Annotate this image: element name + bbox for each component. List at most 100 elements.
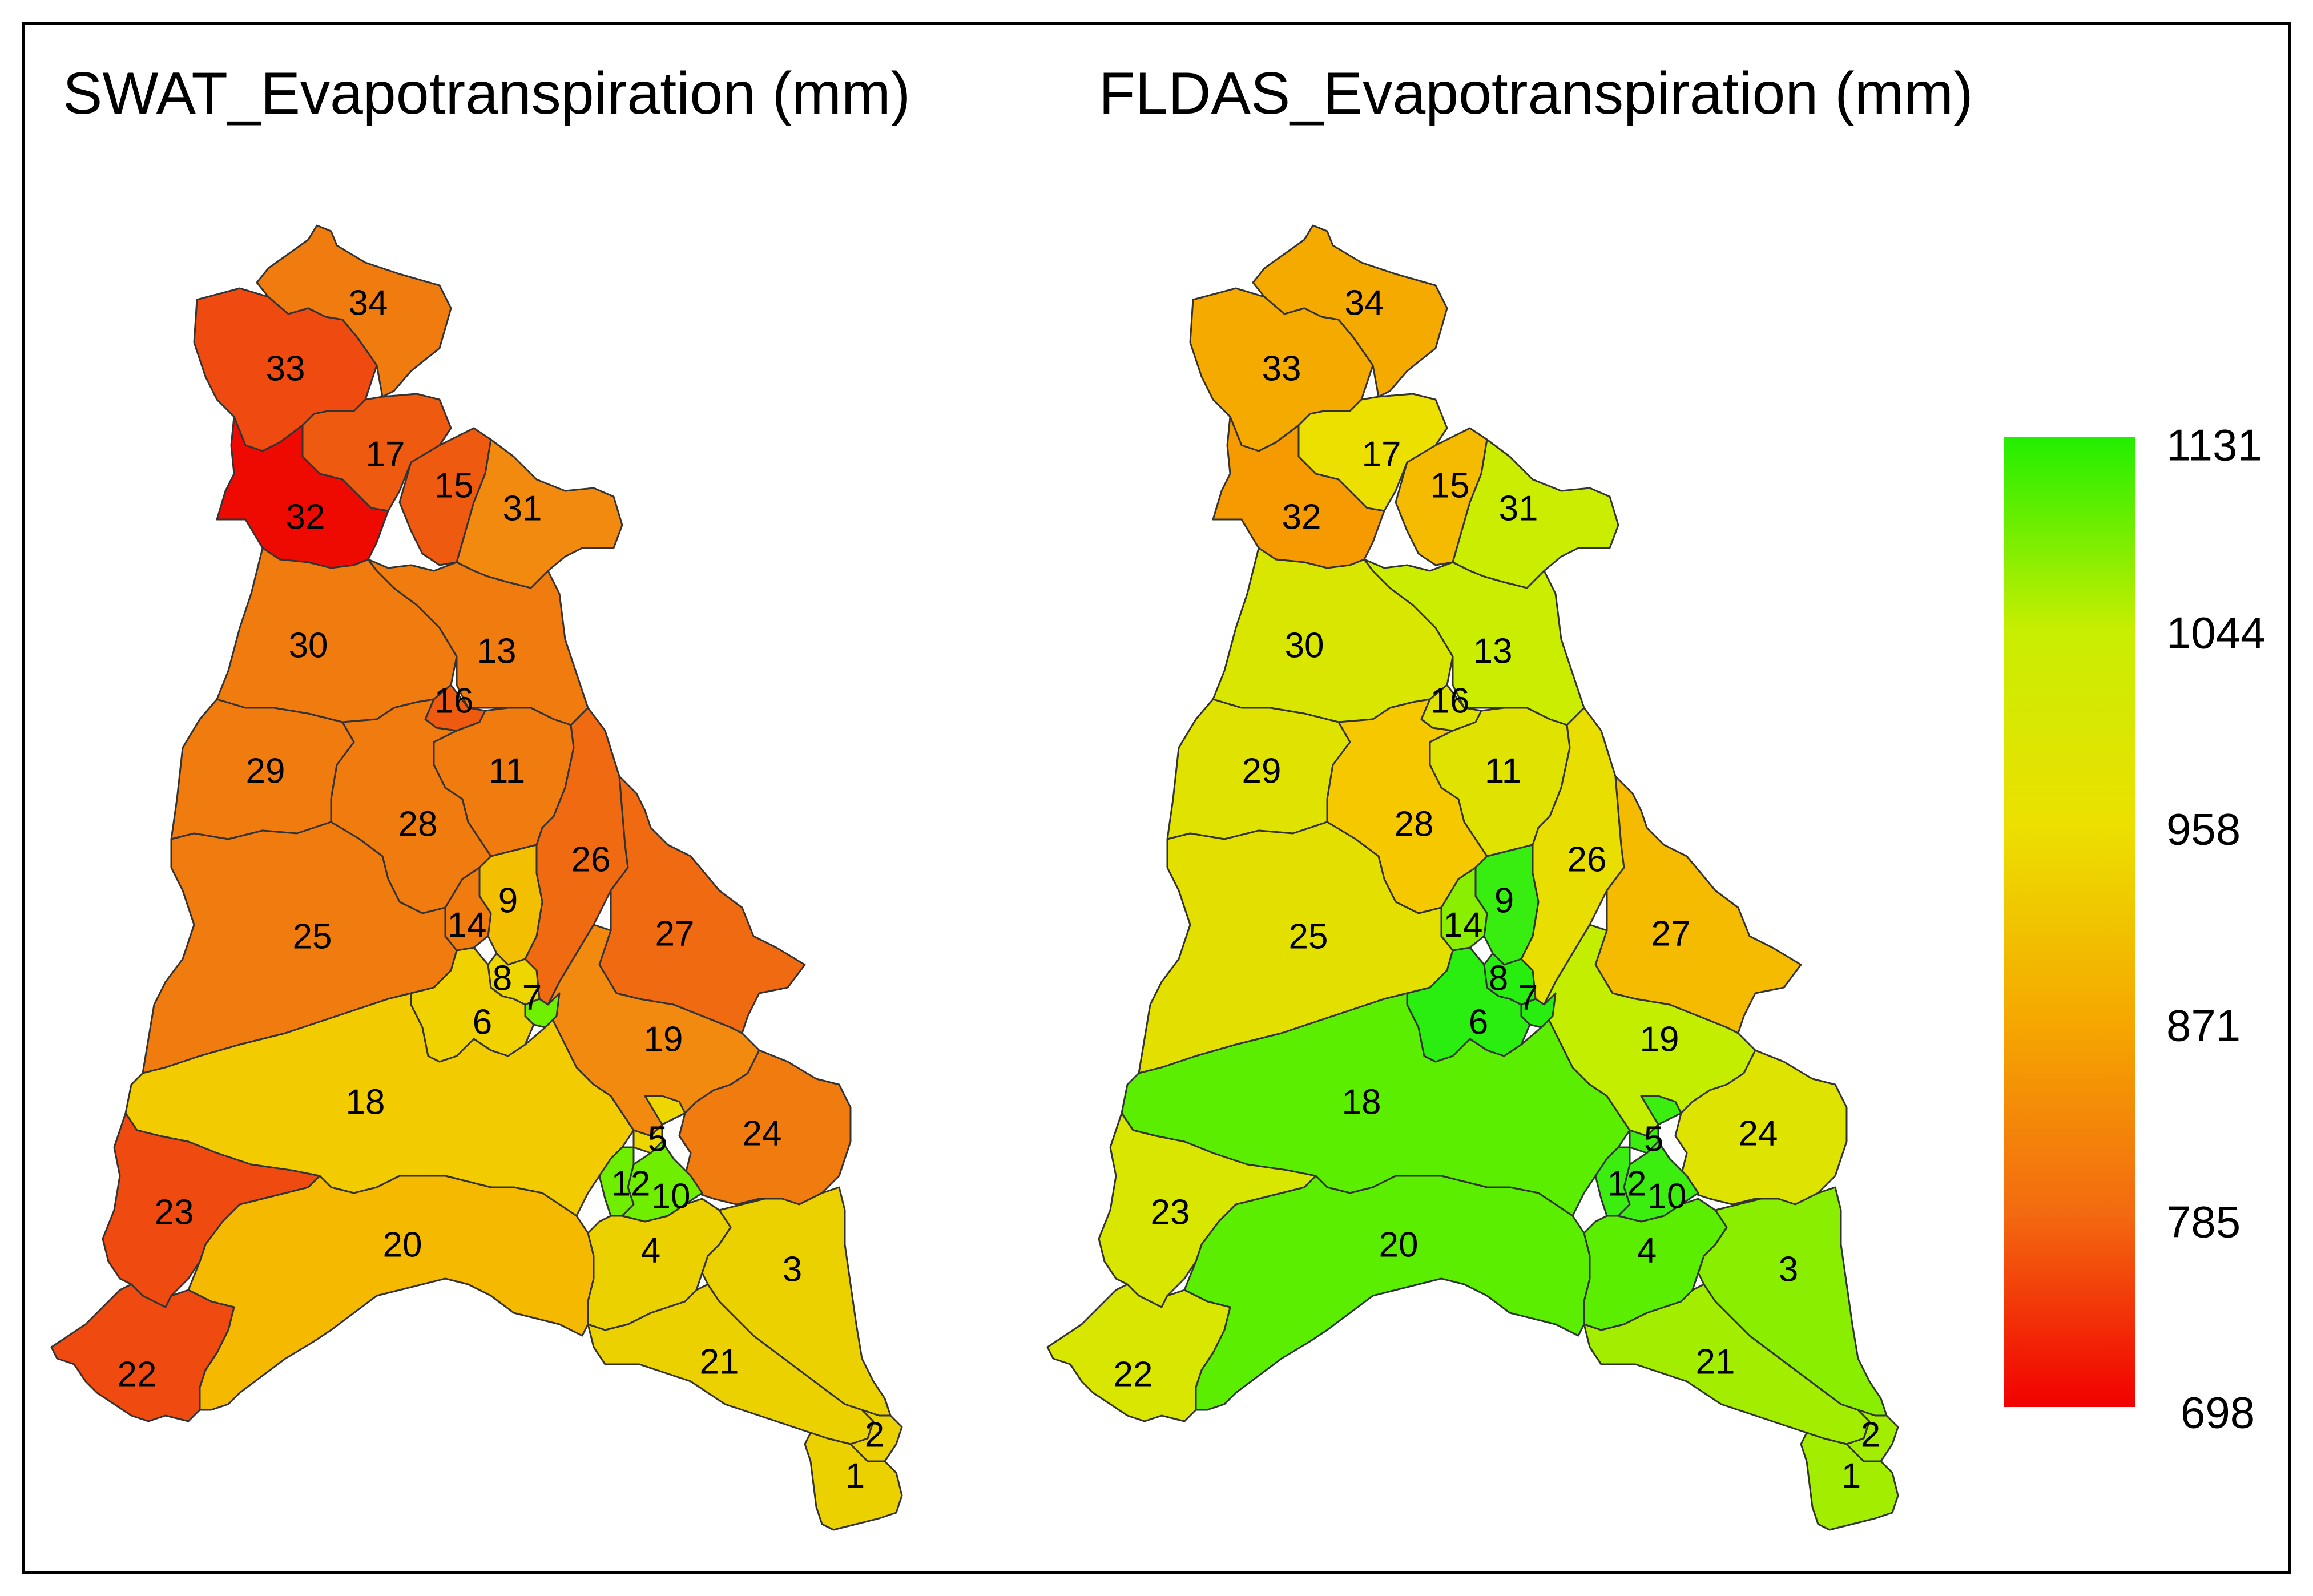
fldas-subbasin-label-30: 30: [1285, 626, 1324, 665]
fldas-subbasin-label-14: 14: [1444, 905, 1483, 945]
fldas-subbasin-2: [1845, 1409, 1899, 1462]
swat-subbasin-label-11: 11: [489, 751, 525, 791]
fldas-subbasin-22: [1046, 1283, 1231, 1422]
fldas-subbasin-label-32: 32: [1282, 497, 1321, 537]
fldas-subbasin-label-20: 20: [1379, 1225, 1419, 1264]
fldas-subbasin-6: [1406, 946, 1531, 1063]
fldas-subbasin-label-23: 23: [1151, 1192, 1190, 1232]
swat-subbasin-label-25: 25: [293, 917, 332, 956]
fldas-subbasin-label-12: 12: [1607, 1164, 1647, 1203]
fldas-subbasin-label-26: 26: [1567, 840, 1607, 879]
fldas-subbasin-label-24: 24: [1739, 1114, 1778, 1153]
fldas-subbasin-label-17: 17: [1362, 434, 1401, 474]
swat-subbasin-2: [849, 1409, 903, 1462]
swat-subbasin-label-13: 13: [477, 631, 517, 671]
fldas-subbasin-label-19: 19: [1640, 1019, 1679, 1059]
fldas-subbasin-label-18: 18: [1342, 1082, 1381, 1122]
fldas-subbasin-label-13: 13: [1473, 631, 1513, 671]
swat-subbasin-label-19: 19: [644, 1019, 683, 1059]
fldas-subbasin-label-5: 5: [1644, 1119, 1663, 1159]
colorbar-tick-label: 698: [2181, 1387, 2255, 1438]
swat-subbasin-6: [410, 946, 535, 1063]
fldas-subbasin-label-25: 25: [1289, 917, 1328, 956]
fldas-subbasin-label-22: 22: [1114, 1355, 1153, 1394]
swat-subbasin-label-7: 7: [522, 978, 542, 1017]
fldas-subbasin-label-10: 10: [1647, 1176, 1687, 1216]
fldas-subbasin-label-3: 3: [1779, 1250, 1798, 1289]
swat-subbasin-label-5: 5: [648, 1119, 667, 1159]
swat-subbasin-label-17: 17: [366, 434, 405, 474]
fldas-subbasin-31: [1452, 438, 1619, 589]
colorbar-tick-label: 785: [2166, 1196, 2241, 1247]
swat-subbasin-16: [424, 684, 486, 732]
swat-subbasin-label-29: 29: [246, 751, 285, 791]
swat-subbasin-label-14: 14: [448, 905, 487, 945]
swat-subbasin-label-20: 20: [383, 1225, 422, 1264]
fldas-subbasin-label-4: 4: [1637, 1231, 1657, 1270]
swat-subbasin-31: [456, 438, 623, 589]
fldas-subbasin-label-6: 6: [1469, 1002, 1488, 1042]
swat-subbasin-20: [187, 1175, 595, 1411]
fldas-subbasin-label-27: 27: [1651, 914, 1691, 953]
swat-subbasin-label-8: 8: [493, 958, 512, 998]
swat-subbasin-label-16: 16: [434, 681, 474, 720]
swat-subbasin-label-31: 31: [503, 489, 542, 528]
fldas-subbasin-label-16: 16: [1430, 681, 1470, 720]
fldas-subbasin-27: [1594, 775, 1802, 1034]
colorbar: [2004, 437, 2135, 1407]
fldas-subbasin-20: [1183, 1175, 1591, 1411]
fldas-subbasin-label-29: 29: [1242, 751, 1282, 791]
fldas-subbasin-label-15: 15: [1430, 466, 1470, 505]
fldas-subbasin-label-34: 34: [1345, 283, 1384, 323]
fldas-subbasin-label-9: 9: [1494, 881, 1514, 920]
swat-subbasin-label-2: 2: [865, 1415, 884, 1454]
swat-subbasin-7: [524, 992, 561, 1029]
fldas-subbasin-label-1: 1: [1841, 1456, 1861, 1496]
swat-subbasin-label-1: 1: [845, 1456, 865, 1496]
colorbar-tick-label: 1131: [2166, 420, 2262, 470]
fldas-subbasin-23: [1098, 1112, 1317, 1308]
swat-map: 34 33 17 1 5 32 31 30 13 29 11 28 26 27 25 18 20 23 22 19 2 4…: [50, 224, 903, 1531]
swat-subbasin-label-12: 12: [611, 1164, 651, 1203]
swat-subbasin-label-33: 33: [266, 349, 305, 388]
fldas-subbasin-label-2: 2: [1861, 1415, 1880, 1454]
fldas-subbasin-label-8: 8: [1489, 958, 1508, 998]
fldas-subbasin-label-31: 31: [1499, 489, 1538, 528]
fldas-subbasin-label-33: 33: [1262, 349, 1301, 388]
swat-subbasin-label-27: 27: [655, 914, 695, 953]
swat-subbasin-label-26: 26: [571, 840, 611, 879]
colorbar-tick-label: 871: [2166, 1000, 2241, 1051]
swat-subbasin-32: [216, 416, 389, 569]
swat-subbasin-label-4: 4: [641, 1231, 660, 1270]
swat-subbasin-label-18: 18: [346, 1082, 385, 1122]
swat-subbasin-label-28: 28: [398, 804, 438, 844]
fldas-subbasin-16: [1420, 684, 1482, 732]
swat-subbasin-22: [50, 1283, 235, 1422]
fldas-subbasin-14: [1440, 866, 1488, 952]
colorbar-tick-label: 958: [2166, 804, 2241, 855]
fldas-subbasin-label-11: 11: [1485, 751, 1521, 791]
swat-subbasin-14: [444, 866, 492, 952]
fldas-subbasin-12: [1594, 1146, 1631, 1217]
swat-subbasin-label-9: 9: [498, 881, 518, 920]
swat-subbasin-27: [598, 775, 806, 1034]
fldas-subbasin-32: [1212, 416, 1385, 569]
swat-subbasin-label-3: 3: [783, 1250, 802, 1289]
swat-subbasin-label-21: 21: [700, 1342, 739, 1381]
fldas-subbasin-label-7: 7: [1518, 978, 1538, 1017]
fldas-subbasin-label-28: 28: [1395, 804, 1434, 844]
fldas-subbasin-label-21: 21: [1696, 1342, 1735, 1381]
swat-subbasin-label-32: 32: [286, 497, 325, 537]
fldas-map-title: FLDAS_Evapotranspiration (mm): [1099, 61, 1973, 127]
swat-subbasin-label-23: 23: [155, 1192, 194, 1232]
fldas-subbasin-7: [1520, 992, 1557, 1029]
swat-subbasin-label-34: 34: [349, 283, 388, 323]
swat-subbasin-label-22: 22: [118, 1355, 157, 1394]
swat-map-title: SWAT_Evapotranspiration (mm): [63, 61, 911, 127]
swat-subbasin-23: [102, 1112, 321, 1308]
swat-subbasin-label-30: 30: [289, 626, 328, 665]
swat-subbasin-label-10: 10: [651, 1176, 691, 1216]
swat-subbasin-12: [598, 1146, 635, 1217]
